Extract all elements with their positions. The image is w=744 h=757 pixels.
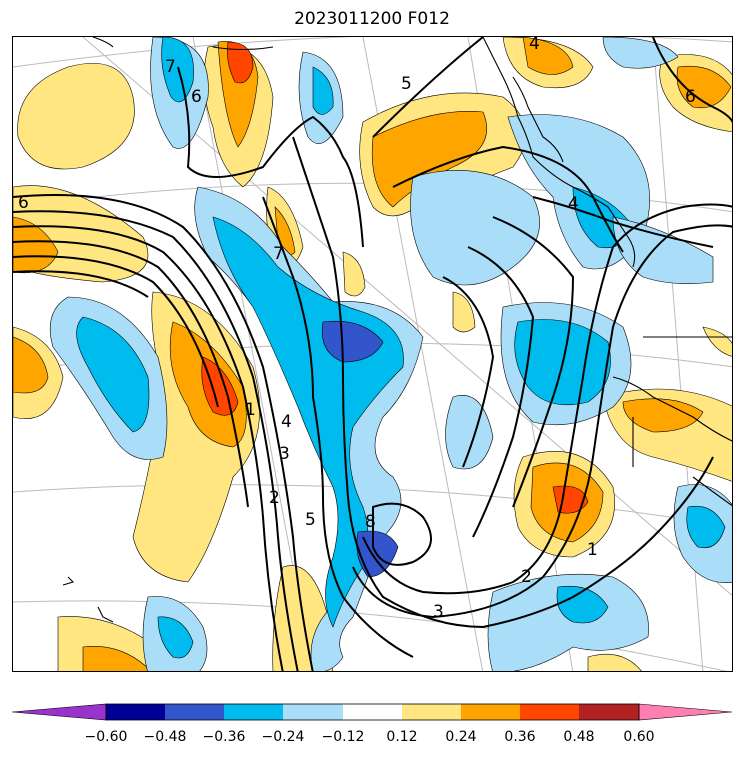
positive-region — [702, 326, 732, 357]
contour-line — [13, 225, 284, 671]
coastline — [62, 576, 75, 586]
colorbar-extend-high — [638, 703, 733, 721]
colorbar-swatch — [224, 704, 283, 720]
contour-line — [13, 210, 299, 671]
contour-line — [352, 224, 732, 619]
contour-label: 3 — [433, 602, 444, 622]
negative-region — [161, 37, 194, 103]
colorbar-swatch — [283, 704, 343, 720]
contour-line — [467, 246, 535, 538]
contour-line — [177, 66, 364, 248]
contour-label: 1 — [587, 540, 598, 560]
contour-line — [262, 196, 414, 658]
colorbar-tick: −0.24 — [261, 729, 305, 745]
contour-line — [652, 37, 732, 123]
colorbar-swatch — [343, 704, 402, 720]
contour-label: 7 — [165, 57, 176, 77]
contour-label: 6 — [18, 193, 29, 213]
contour-label: 2 — [269, 488, 280, 508]
contour-line — [362, 203, 732, 595]
coastline — [692, 476, 732, 507]
positive-region — [676, 65, 732, 109]
contour-label: 7 — [273, 244, 284, 264]
negative-region — [76, 316, 150, 433]
positive-region — [522, 37, 574, 75]
negative-region — [686, 505, 726, 549]
contour-label: 6 — [685, 87, 696, 107]
colorbar-tick: −0.60 — [84, 729, 128, 745]
negative-region — [556, 585, 609, 624]
positive-region — [227, 41, 254, 84]
negative-region — [157, 616, 194, 659]
colorbar-tick: 0.60 — [623, 729, 655, 745]
coastline — [97, 606, 114, 623]
colorbar-swatch — [520, 704, 579, 720]
colorbar-tick: −0.48 — [143, 729, 187, 745]
contour-labels: 6 7 6 5 4 6 7 4 1 4 3 2 5 8 3 2 1 — [18, 37, 696, 622]
contour-label: 4 — [281, 412, 292, 432]
contour-label: 4 — [568, 194, 579, 214]
colorbar-tick: 0.12 — [386, 729, 418, 745]
contour-line — [13, 240, 249, 508]
colorbar-swatch — [165, 704, 224, 720]
contour-label: 4 — [529, 37, 540, 54]
map-canvas: 6 7 6 5 4 6 7 4 1 4 3 2 5 8 3 2 1 — [13, 37, 732, 671]
contour-label: 2 — [521, 567, 532, 587]
coastline — [512, 76, 564, 163]
negative-region — [445, 395, 494, 470]
positive-region — [13, 216, 59, 274]
negative-region — [487, 573, 649, 671]
contour-line — [292, 136, 714, 629]
coastline — [92, 37, 114, 48]
colorbar-tick: 0.24 — [445, 729, 477, 745]
colorbar-swatch — [579, 704, 639, 720]
map-title: 2023011200 F012 — [294, 9, 450, 29]
map-panel: 6 7 6 5 4 6 7 4 1 4 3 2 5 8 3 2 1 — [12, 36, 733, 672]
negative-region — [602, 37, 679, 69]
contour-label: 3 — [279, 444, 290, 464]
contours — [13, 37, 732, 671]
contour-line — [13, 194, 314, 671]
contour-label: 6 — [191, 87, 202, 107]
contour-label: 5 — [305, 510, 316, 530]
colorbar-tick: −0.12 — [321, 729, 365, 745]
colorbar-tick: 0.36 — [504, 729, 536, 745]
positive-region — [82, 646, 152, 671]
contour-line — [392, 145, 624, 253]
positive-region — [452, 291, 476, 333]
colorbar-extend-low — [12, 703, 107, 721]
meridian-line — [652, 37, 704, 671]
colorbar-frame — [105, 703, 640, 721]
contour-line — [442, 276, 495, 468]
shading-layer — [13, 37, 732, 671]
negative-region — [612, 216, 714, 284]
negative-region — [312, 66, 334, 115]
colorbar-swatch — [461, 704, 520, 720]
colorbar-swatch — [402, 704, 461, 720]
contour-label: 1 — [245, 400, 256, 420]
contour-line — [13, 270, 149, 298]
colorbar — [12, 703, 733, 721]
coastline — [612, 376, 732, 442]
coastline — [212, 46, 274, 51]
contour-label: 8 — [365, 512, 376, 532]
parallel-line — [13, 600, 728, 671]
negative-region — [321, 320, 384, 363]
colorbar-tick: 0.48 — [563, 729, 595, 745]
contour-label: 5 — [401, 74, 412, 94]
colorbar-tick: −0.36 — [202, 729, 246, 745]
positive-region — [342, 251, 366, 297]
contour-line — [532, 196, 714, 248]
positive-region — [587, 654, 642, 671]
contour-line — [13, 255, 219, 408]
parallel-line — [13, 37, 732, 68]
negative-region — [410, 170, 540, 286]
contour-line — [372, 502, 432, 566]
positive-region — [622, 398, 704, 433]
contour-line — [492, 216, 575, 508]
positive-region — [13, 336, 49, 394]
contour-line — [372, 37, 484, 138]
colorbar-swatch — [106, 704, 165, 720]
positive-region — [17, 63, 135, 170]
